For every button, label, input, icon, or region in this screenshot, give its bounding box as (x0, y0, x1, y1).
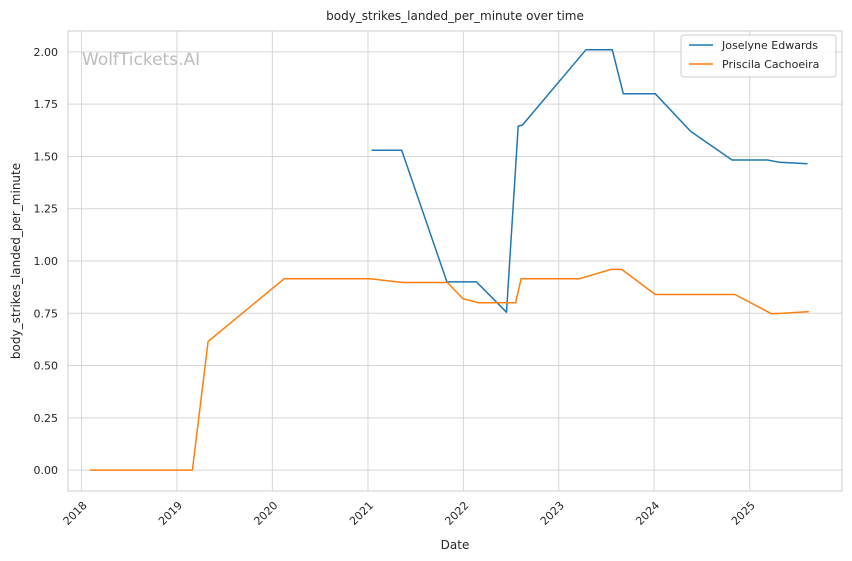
series-line-joselyne-edwards (371, 49, 808, 313)
y-tick-label: 0.75 (34, 307, 59, 320)
legend: Joselyne Edwards Priscila Cachoeira (680, 34, 837, 78)
y-tick-label: 1.50 (34, 150, 59, 163)
y-tick-label: 1.25 (34, 203, 59, 216)
legend-label-joselyne-edwards: Joselyne Edwards (721, 39, 818, 52)
y-tick-label: 1.00 (34, 255, 59, 268)
series-line-priscila-cachoeira (89, 268, 809, 471)
y-tick-label: 2.00 (34, 46, 59, 59)
legend-box (680, 34, 837, 78)
gridlines (68, 31, 842, 491)
chart-title: body_strikes_landed_per_minute over time (326, 9, 584, 23)
series-lines (89, 49, 809, 471)
y-tick-label: 1.75 (34, 98, 59, 111)
y-tick-label: 0.00 (34, 464, 59, 477)
plot-frame (67, 30, 843, 492)
y-axis-title: body_strikes_landed_per_minute (9, 163, 23, 359)
y-tick-label: 0.25 (34, 412, 59, 425)
legend-label-priscila-cachoeira: Priscila Cachoeira (722, 58, 819, 71)
x-axis-title: Date (441, 538, 470, 552)
y-tick-labels: 0.00 0.25 0.50 0.75 1.00 1.25 1.50 1.75 2.00 (34, 46, 59, 477)
y-tick-label: 0.50 (34, 360, 59, 373)
watermark: WolfTickets.AI (82, 50, 200, 70)
